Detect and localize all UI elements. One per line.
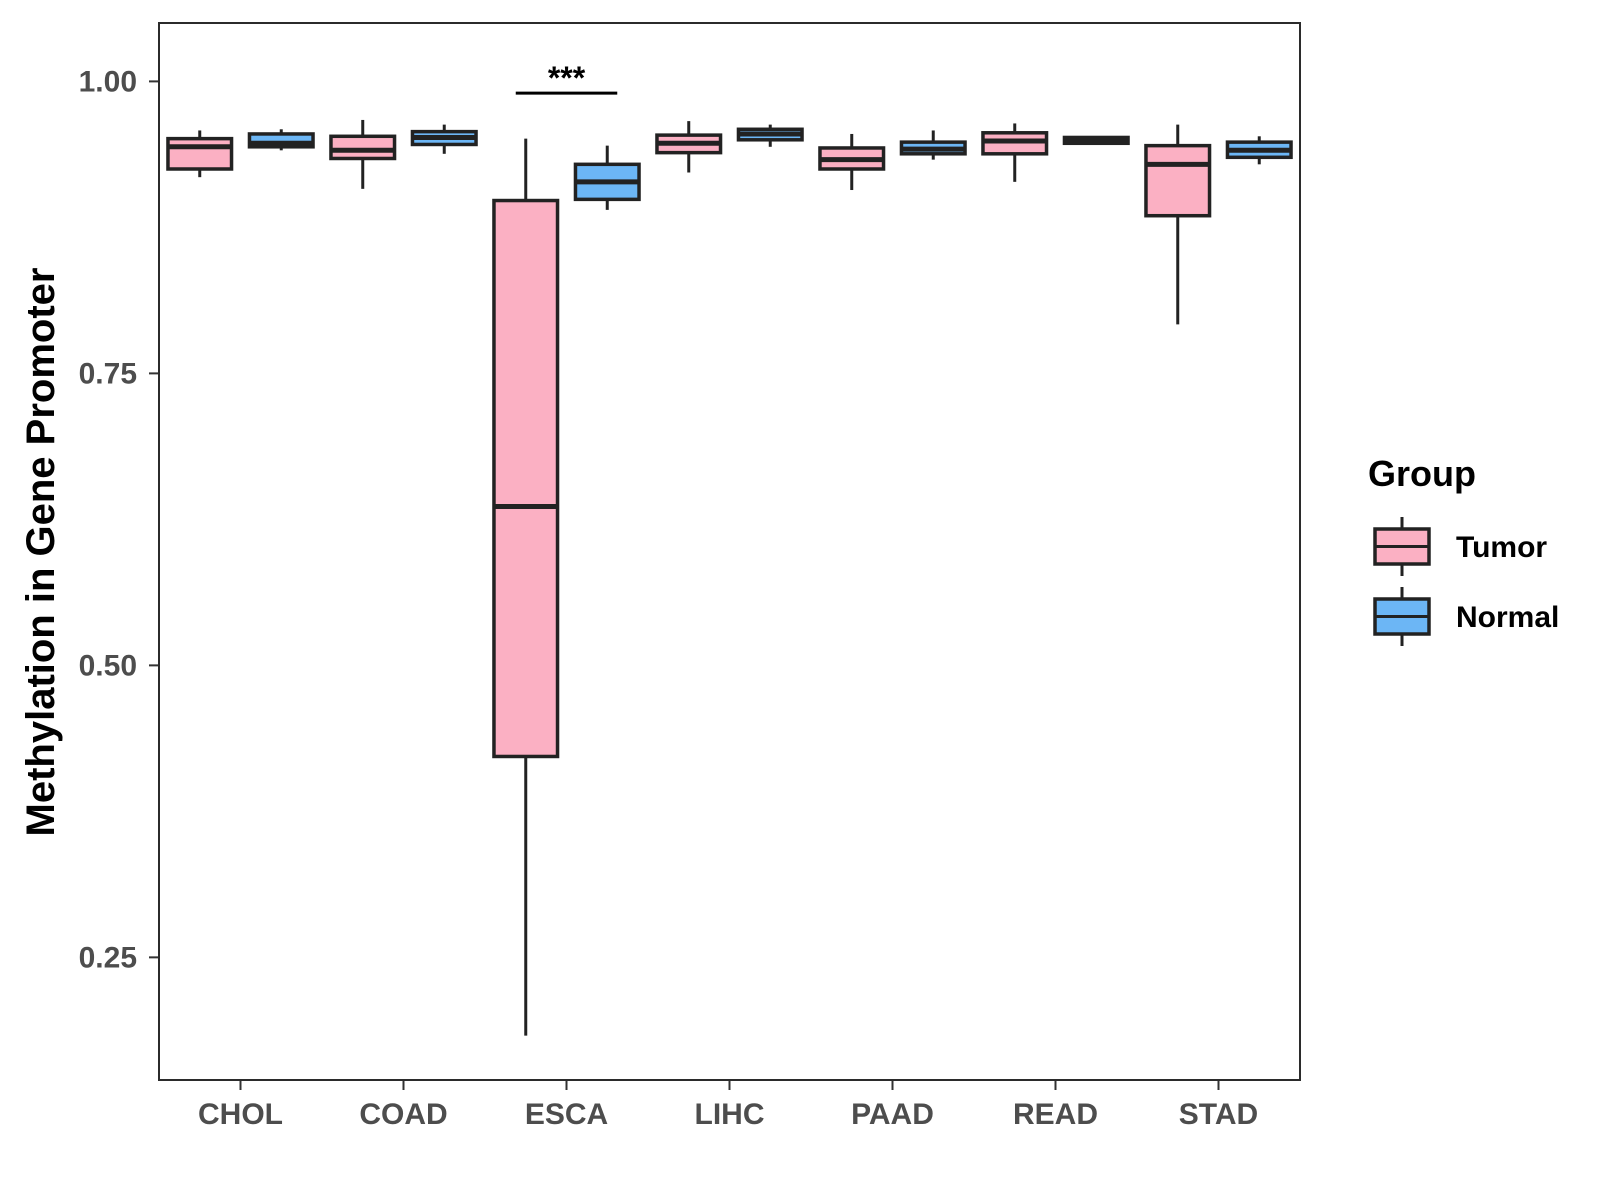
box-coad-tumor (329, 119, 397, 189)
x-tick-label-stad: STAD (1179, 1098, 1258, 1131)
y-axis-title: Methylation in Gene Promoter (19, 268, 63, 837)
box-stad-tumor-iqr (1144, 143, 1212, 218)
legend: Group Tumor Normal (1368, 453, 1559, 646)
box-paad-tumor (818, 133, 886, 191)
plot-layer: 0.25 0.50 0.75 1.00 CHOL COAD ESCA LIHC PAAD READ… (79, 60, 1293, 1131)
box-chol-tumor-iqr (166, 136, 234, 171)
box-lihc-normal (736, 124, 804, 147)
y-tick-label-1-00: 1.00 (79, 65, 137, 98)
box-chol-normal (247, 129, 315, 151)
y-tick-label-0-50: 0.50 (79, 649, 137, 682)
legend-title: Group (1368, 453, 1476, 494)
box-read-normal (1062, 135, 1130, 146)
x-tick-label-coad: COAD (359, 1098, 447, 1131)
x-tick-label-read: READ (1013, 1098, 1098, 1131)
box-chol-tumor (166, 130, 234, 178)
box-coad-tumor-iqr (329, 134, 397, 161)
legend-item-tumor: Tumor (1373, 517, 1547, 576)
box-esca-tumor-iqr (492, 198, 560, 759)
x-tick-label-paad: PAAD (851, 1098, 934, 1131)
x-tick-label-esca: ESCA (525, 1098, 608, 1131)
box-coad-normal (410, 124, 478, 154)
y-tick-label-0-25: 0.25 (79, 941, 137, 974)
y-tick-label-0-75: 0.75 (79, 357, 137, 390)
box-esca-normal (573, 145, 641, 210)
box-read-tumor (981, 123, 1049, 182)
legend-item-normal: Normal (1373, 587, 1559, 646)
box-esca-tumor (492, 138, 560, 1036)
box-paad-normal (899, 130, 967, 160)
box-lihc-tumor (655, 121, 723, 173)
box-stad-tumor (1144, 124, 1212, 325)
legend-label-tumor: Tumor (1456, 531, 1547, 564)
legend-label-normal: Normal (1456, 601, 1559, 634)
x-tick-label-lihc: LIHC (695, 1098, 765, 1131)
box-stad-normal (1225, 136, 1293, 165)
significance-label-esca: *** (548, 60, 586, 96)
plot-panel-border (158, 22, 1301, 1081)
x-tick-label-chol: CHOL (198, 1098, 283, 1131)
